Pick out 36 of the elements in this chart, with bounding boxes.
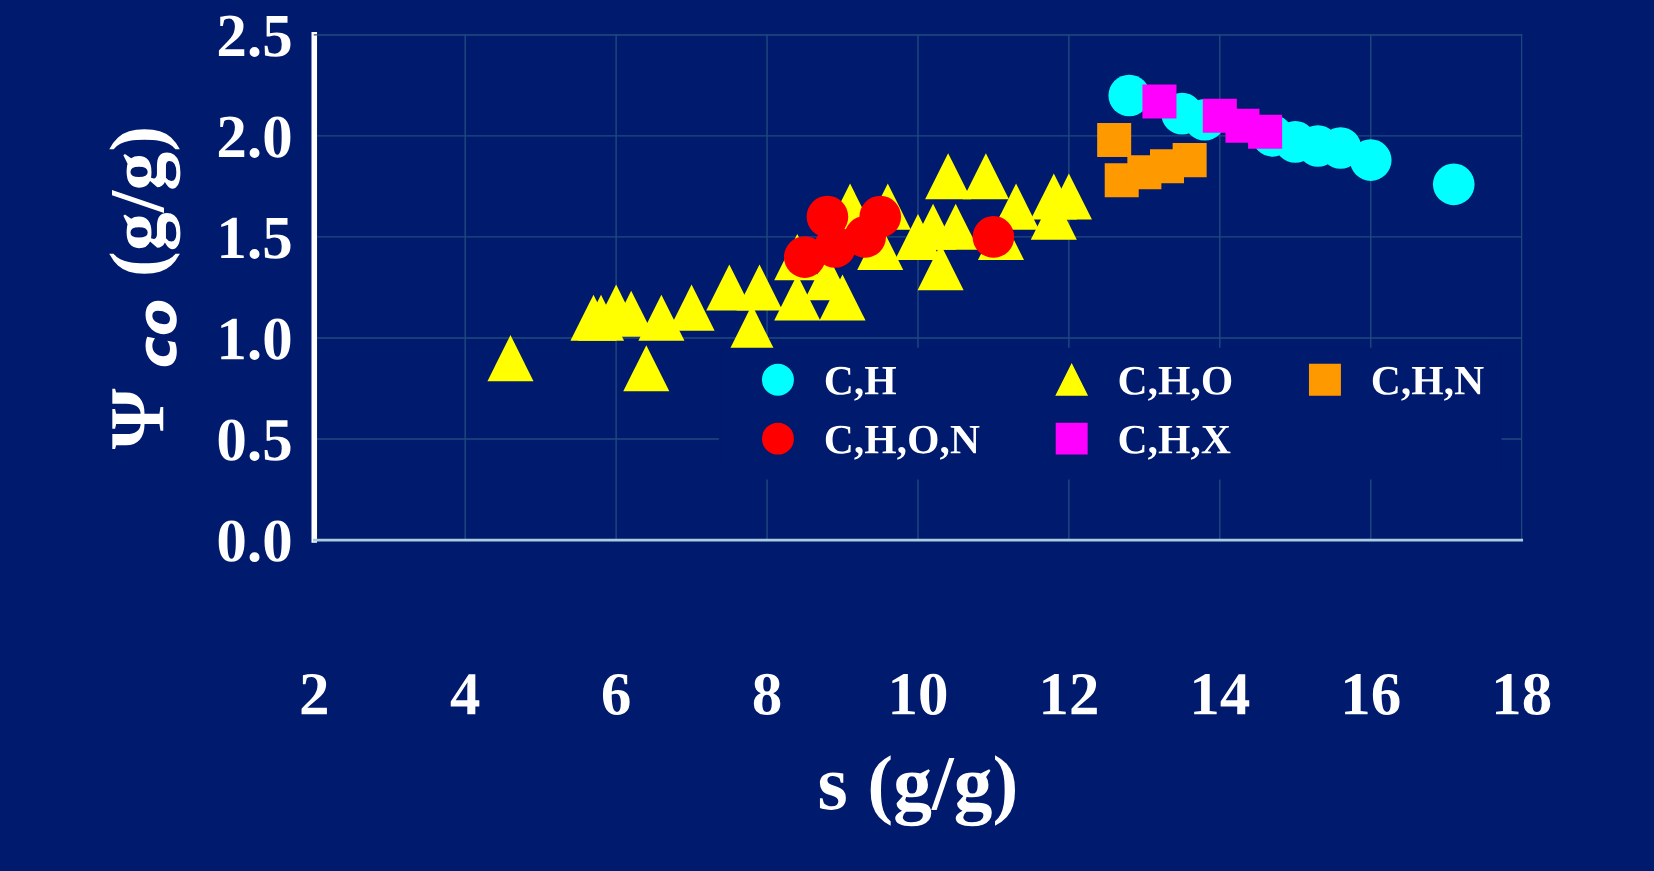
x-tick-label: 14 bbox=[1194, 674, 1250, 715]
y-tick-label: 1.5 bbox=[221, 217, 291, 259]
y-axis-title: Ψ $_{co}$ (g/g) bbox=[109, 129, 181, 449]
point bbox=[1172, 143, 1207, 178]
y-tick-label: 0.0 bbox=[218, 520, 291, 563]
y-tick-label: 0.5 bbox=[218, 419, 291, 462]
y-tick-label: 1.0 bbox=[221, 318, 291, 361]
legend-label: C,H,N bbox=[1372, 366, 1484, 401]
point bbox=[623, 345, 670, 392]
x-tick-label: 4 bbox=[450, 674, 480, 715]
x-tick-label: 18 bbox=[1496, 673, 1551, 715]
x-tick-label: 12 bbox=[1043, 673, 1097, 715]
legend-label: C,H,X bbox=[1119, 425, 1231, 460]
point bbox=[1142, 84, 1177, 119]
point bbox=[972, 216, 1015, 258]
x-tick-label: 2 bbox=[301, 673, 327, 715]
x-tick-label: 10 bbox=[892, 673, 947, 715]
point bbox=[932, 203, 979, 250]
legend-label: C,H bbox=[825, 366, 896, 401]
y-tick-label: 2.5 bbox=[218, 15, 291, 57]
point bbox=[638, 294, 685, 341]
y-tick-label: 2.0 bbox=[218, 116, 291, 158]
point bbox=[1432, 163, 1475, 206]
point bbox=[859, 195, 902, 238]
legend-label: C,H,O,N bbox=[825, 425, 980, 460]
point bbox=[1349, 139, 1392, 181]
point bbox=[819, 274, 866, 321]
x-axis-title: s (g/g) bbox=[819, 755, 1015, 827]
x-tick-label: 8 bbox=[753, 673, 781, 715]
legend-label: C,H,O bbox=[1119, 366, 1232, 401]
point bbox=[736, 264, 783, 311]
point bbox=[487, 335, 534, 382]
point bbox=[1097, 122, 1132, 157]
x-tick-label: 6 bbox=[602, 673, 630, 715]
point bbox=[962, 153, 1009, 200]
x-tick-label: 16 bbox=[1345, 673, 1400, 715]
